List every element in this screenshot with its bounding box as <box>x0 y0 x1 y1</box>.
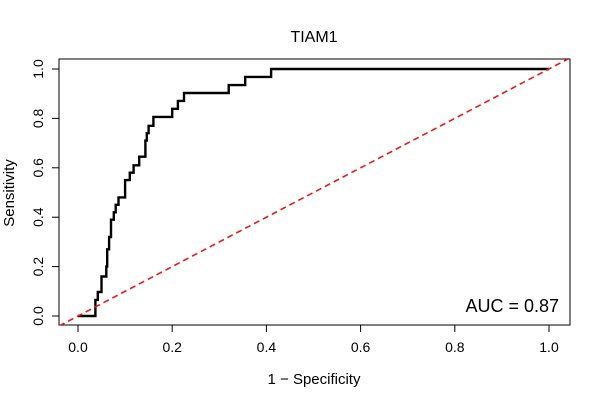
y-tick-label: 0.8 <box>30 108 46 128</box>
y-tick-label: 0.6 <box>30 158 46 178</box>
auc-annotation: AUC = 0.87 <box>465 296 559 316</box>
chart-title: TIAM1 <box>290 29 337 46</box>
y-tick-label: 0.2 <box>30 257 46 277</box>
x-tick-label: 0.2 <box>162 339 182 355</box>
y-tick-label: 0.0 <box>30 306 46 326</box>
x-tick-label: 0.6 <box>351 339 371 355</box>
y-axis: 0.0 0.2 0.4 0.6 0.8 1.0 <box>30 59 59 326</box>
x-axis-label: 1 − Specificity <box>268 371 361 388</box>
roc-curve-line <box>78 67 549 318</box>
x-axis: 0.0 0.2 0.4 0.6 0.8 1.0 <box>68 325 559 355</box>
y-tick-label: 0.4 <box>30 207 46 227</box>
reference-diagonal-line <box>59 59 569 325</box>
plot-frame <box>58 58 571 326</box>
x-tick-label: 0.8 <box>445 339 465 355</box>
plot-area <box>59 59 569 325</box>
x-tick-label: 0.0 <box>68 339 88 355</box>
y-axis-label: Sensitivity <box>1 159 18 227</box>
x-tick-label: 1.0 <box>539 339 559 355</box>
x-tick-label: 0.4 <box>257 339 277 355</box>
y-tick-label: 1.0 <box>30 59 46 79</box>
